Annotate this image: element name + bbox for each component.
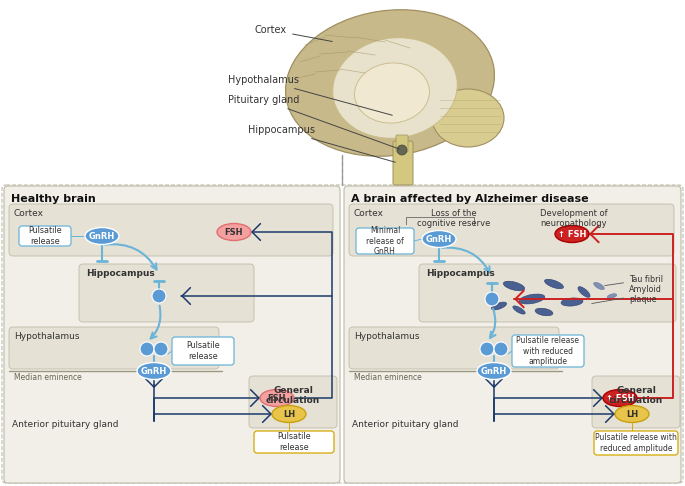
Text: Hypothalamus: Hypothalamus — [354, 332, 419, 341]
FancyBboxPatch shape — [254, 431, 334, 453]
Ellipse shape — [578, 287, 590, 297]
Text: General
circulation: General circulation — [609, 386, 663, 405]
Text: Pulsatile
release: Pulsatile release — [28, 226, 62, 246]
Text: Cortex: Cortex — [14, 209, 44, 218]
Text: Hippocampus: Hippocampus — [248, 125, 395, 162]
FancyBboxPatch shape — [512, 335, 584, 367]
Text: Median eminence: Median eminence — [354, 373, 422, 382]
Text: Pituitary gland: Pituitary gland — [228, 95, 399, 149]
FancyBboxPatch shape — [9, 327, 219, 369]
Ellipse shape — [85, 227, 119, 244]
Circle shape — [140, 342, 154, 356]
Text: LH: LH — [626, 410, 638, 418]
Ellipse shape — [491, 302, 507, 310]
Text: Cortex: Cortex — [255, 25, 332, 41]
Ellipse shape — [603, 389, 637, 406]
FancyBboxPatch shape — [592, 376, 680, 428]
Text: ↑ FSH: ↑ FSH — [606, 394, 634, 402]
Text: Pulsatile
release: Pulsatile release — [186, 341, 220, 361]
Ellipse shape — [545, 279, 564, 289]
Ellipse shape — [607, 294, 617, 298]
Text: LH: LH — [283, 410, 295, 418]
FancyBboxPatch shape — [594, 431, 678, 455]
Text: FSH: FSH — [225, 227, 243, 237]
Ellipse shape — [272, 405, 306, 422]
Text: Pulsatile release
with reduced
amplitude: Pulsatile release with reduced amplitude — [516, 336, 580, 366]
Ellipse shape — [217, 224, 251, 241]
Ellipse shape — [555, 226, 589, 243]
Ellipse shape — [477, 363, 511, 380]
Circle shape — [485, 292, 499, 306]
FancyBboxPatch shape — [9, 204, 333, 256]
Text: Anterior pituitary gland: Anterior pituitary gland — [12, 419, 119, 429]
Text: Hippocampus: Hippocampus — [86, 269, 155, 278]
Text: GnRH: GnRH — [141, 366, 167, 376]
Text: Cortex: Cortex — [354, 209, 384, 218]
Ellipse shape — [503, 281, 525, 291]
Ellipse shape — [432, 89, 504, 147]
Ellipse shape — [594, 282, 604, 290]
Circle shape — [480, 342, 494, 356]
Text: Hypothalamus: Hypothalamus — [228, 75, 393, 115]
FancyBboxPatch shape — [349, 327, 559, 369]
Text: Amyloid
plaque: Amyloid plaque — [592, 285, 662, 304]
Ellipse shape — [519, 294, 545, 304]
Text: Loss of the
cognitive reserve: Loss of the cognitive reserve — [417, 209, 490, 228]
Text: GnRH: GnRH — [481, 366, 507, 376]
FancyBboxPatch shape — [4, 186, 340, 483]
FancyBboxPatch shape — [396, 135, 408, 152]
Text: Median eminence: Median eminence — [14, 373, 82, 382]
FancyBboxPatch shape — [344, 186, 681, 483]
FancyBboxPatch shape — [79, 264, 254, 322]
Circle shape — [494, 342, 508, 356]
Text: Healthy brain: Healthy brain — [11, 194, 96, 204]
Ellipse shape — [561, 298, 583, 306]
Ellipse shape — [422, 230, 456, 247]
Text: Tau fibril: Tau fibril — [605, 275, 663, 286]
Text: Minimal
release of
GnRH: Minimal release of GnRH — [366, 226, 404, 256]
FancyBboxPatch shape — [356, 228, 414, 254]
FancyBboxPatch shape — [19, 226, 71, 246]
FancyBboxPatch shape — [419, 264, 676, 322]
Text: Development of
neuropathology: Development of neuropathology — [540, 209, 608, 228]
Ellipse shape — [615, 405, 649, 422]
Ellipse shape — [535, 308, 553, 316]
Circle shape — [397, 145, 407, 155]
Ellipse shape — [513, 306, 525, 314]
FancyBboxPatch shape — [349, 204, 674, 256]
Ellipse shape — [137, 363, 171, 380]
Circle shape — [152, 289, 166, 303]
Circle shape — [154, 342, 168, 356]
Text: Pulsatile
release: Pulsatile release — [277, 433, 311, 451]
Text: ↑ FSH: ↑ FSH — [558, 229, 586, 239]
Ellipse shape — [333, 38, 458, 139]
Text: General
circulation: General circulation — [266, 386, 320, 405]
Ellipse shape — [260, 389, 294, 406]
FancyBboxPatch shape — [249, 376, 337, 428]
Text: A brain affected by Alzheimer disease: A brain affected by Alzheimer disease — [351, 194, 588, 204]
FancyBboxPatch shape — [393, 141, 413, 185]
Text: GnRH: GnRH — [426, 235, 452, 243]
Ellipse shape — [355, 63, 429, 123]
Text: Hypothalamus: Hypothalamus — [14, 332, 79, 341]
Ellipse shape — [286, 10, 495, 156]
FancyBboxPatch shape — [172, 337, 234, 365]
Text: Hippocampus: Hippocampus — [426, 269, 495, 278]
Text: FSH: FSH — [268, 394, 286, 402]
Text: Anterior pituitary gland: Anterior pituitary gland — [352, 419, 458, 429]
Text: GnRH: GnRH — [89, 231, 115, 241]
Text: Pulsatile release with
reduced amplitude: Pulsatile release with reduced amplitude — [595, 434, 677, 452]
